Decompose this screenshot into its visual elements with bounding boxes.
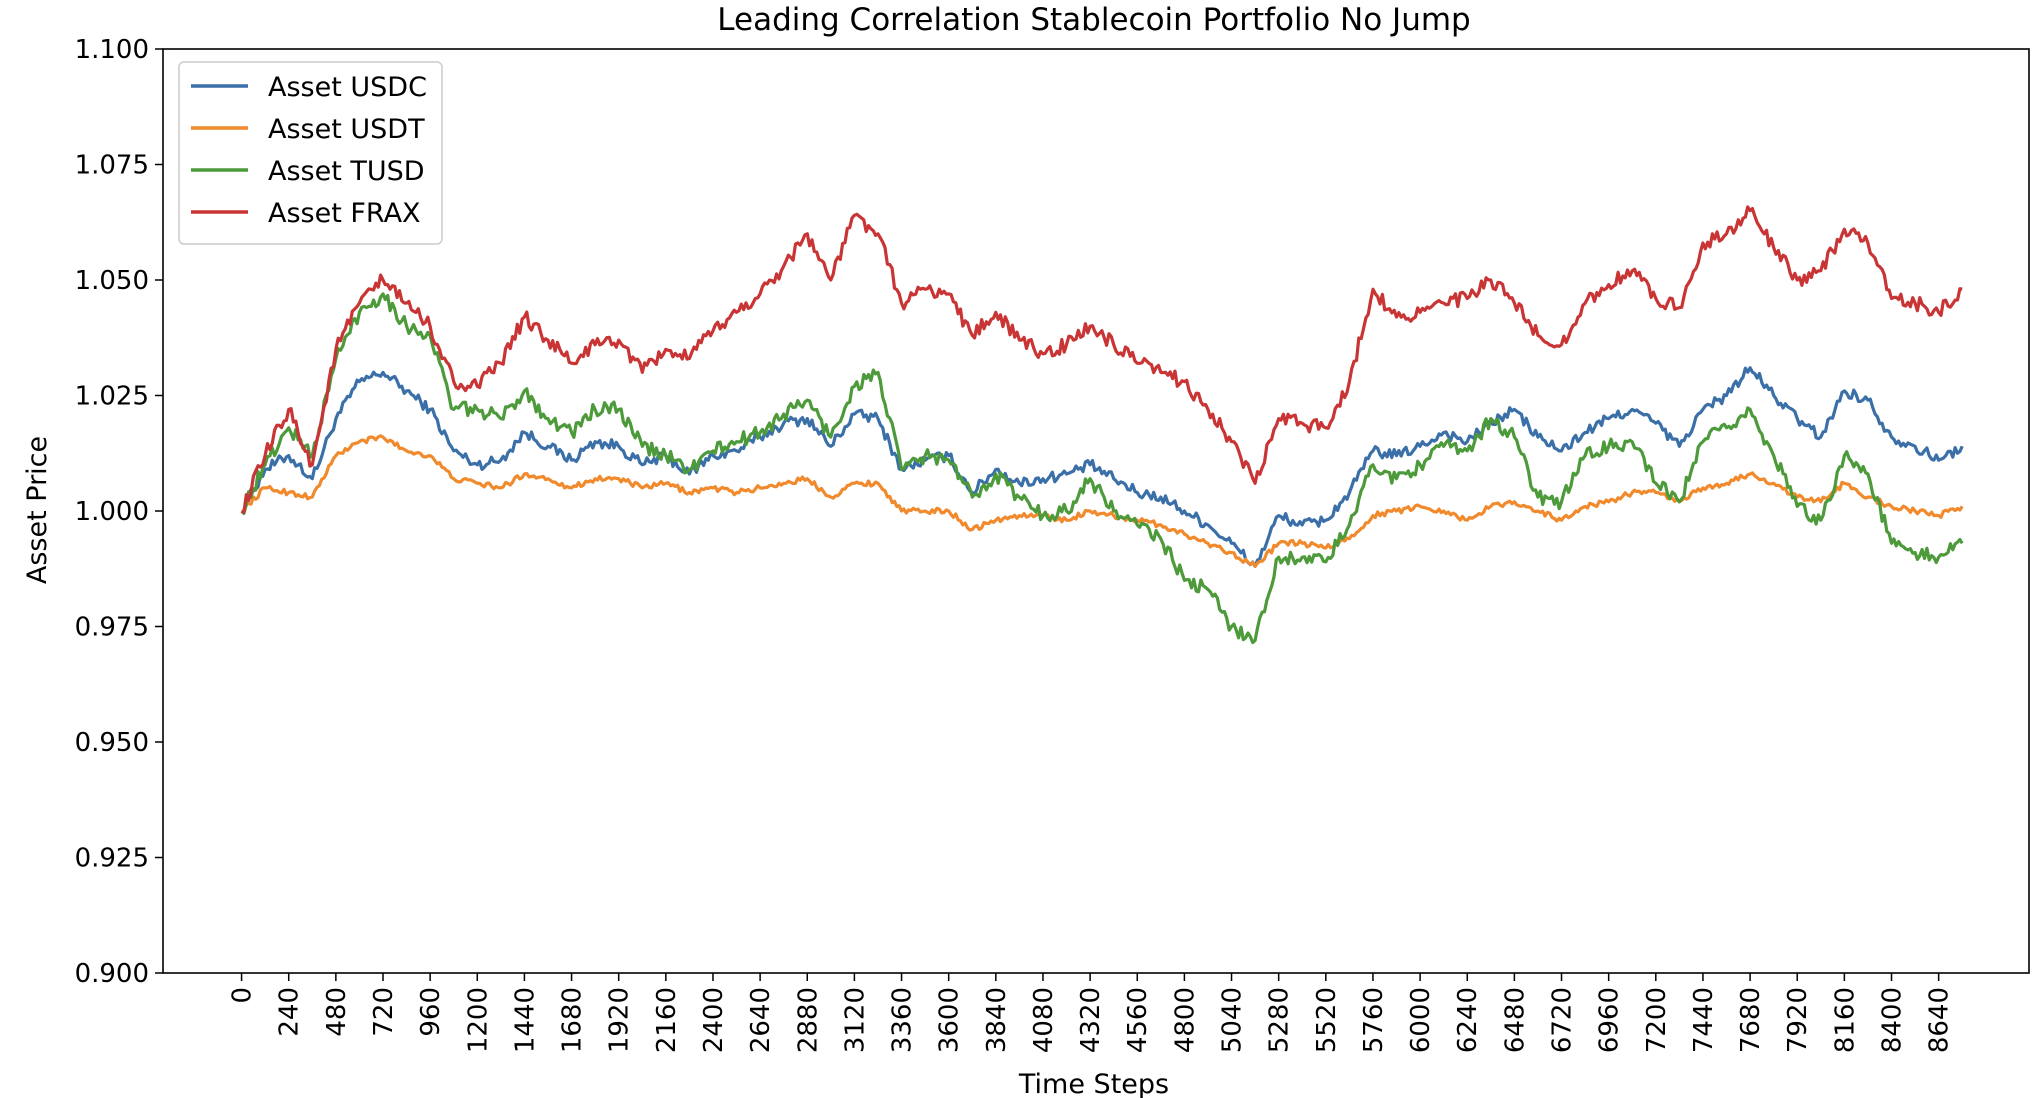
legend-entry-label: Asset TUSD [268, 156, 425, 187]
series-line-asset-tusd [240, 292, 1964, 645]
x-tick-label: 2880 [793, 987, 823, 1053]
x-tick-label: 6960 [1595, 987, 1625, 1053]
y-tick-label: 0.975 [75, 613, 149, 643]
x-tick-label: 5760 [1359, 987, 1389, 1053]
x-tick-label: 6000 [1406, 987, 1436, 1053]
x-tick-label: 960 [416, 987, 446, 1037]
x-tick-label: 8400 [1878, 987, 1908, 1053]
y-tick-label: 1.050 [75, 266, 149, 296]
x-tick-label: 2400 [699, 987, 729, 1053]
y-axis: 0.900 0.925 0.950 0.975 1.000 1.025 1.050 1.075… [75, 35, 163, 989]
x-tick-label: 7200 [1642, 987, 1672, 1053]
x-tick-label: 4800 [1170, 987, 1200, 1053]
x-tick-label: 5040 [1218, 987, 1248, 1053]
y-tick-label: 1.100 [75, 35, 149, 65]
series-line-asset-usdt [241, 434, 1964, 568]
x-tick-label: 1440 [510, 987, 540, 1053]
x-tick-label: 8160 [1830, 987, 1860, 1053]
x-tick-label: 7680 [1736, 987, 1766, 1053]
y-tick-label: 1.000 [75, 497, 149, 527]
x-tick-label: 5280 [1265, 987, 1295, 1053]
legend-entry-label: Asset FRAX [268, 198, 421, 229]
x-tick-label: 4560 [1123, 987, 1153, 1053]
legend: Asset USDC Asset USDT Asset TUSD Asset FRAX [178, 61, 443, 245]
y-tick-label: 0.900 [75, 959, 149, 989]
x-axis-label: Time Steps [1018, 1069, 1169, 1098]
x-tick-label: 720 [369, 987, 399, 1037]
x-tick-label: 3840 [982, 987, 1012, 1053]
chart-title: Leading Correlation Stablecoin Portfolio… [717, 2, 1470, 38]
x-tick-label: 3360 [888, 987, 918, 1053]
legend-box [178, 61, 443, 245]
y-tick-label: 1.075 [75, 151, 149, 181]
y-tick-label: 1.025 [75, 382, 149, 412]
x-tick-label: 3600 [935, 987, 965, 1053]
x-tick-label: 5520 [1312, 987, 1342, 1053]
x-tick-label: 0 [228, 987, 258, 1004]
x-tick-label: 1200 [463, 987, 493, 1053]
y-tick-label: 0.950 [75, 728, 149, 758]
x-tick-label: 2160 [652, 987, 682, 1053]
x-tick-label: 4080 [1029, 987, 1059, 1053]
x-tick-label: 480 [322, 987, 352, 1037]
plot-area [162, 48, 2030, 974]
x-tick-label: 4320 [1076, 987, 1106, 1053]
legend-entry-label: Asset USDT [268, 114, 425, 145]
x-tick-label: 1680 [558, 987, 588, 1053]
series-line-asset-frax [240, 205, 1963, 514]
x-tick-label: 2640 [746, 987, 776, 1053]
x-tick-label: 7920 [1783, 987, 1813, 1053]
x-tick-label: 7440 [1689, 987, 1719, 1053]
x-tick-label: 6720 [1548, 987, 1578, 1053]
y-tick-label: 0.925 [75, 844, 149, 874]
x-tick-label: 6480 [1500, 987, 1530, 1053]
x-tick-label: 3120 [840, 987, 870, 1053]
x-tick-label: 240 [275, 987, 305, 1037]
x-axis: 0 240 480 720 960 1200 1440 1680 1920 2160 2400 264… [228, 973, 1955, 1053]
y-axis-label: Asset Price [22, 436, 53, 584]
series-line-asset-usdc [240, 366, 1964, 568]
x-tick-label: 1920 [605, 987, 635, 1053]
legend-entry-label: Asset USDC [268, 72, 427, 103]
x-tick-label: 6240 [1453, 987, 1483, 1053]
x-tick-label: 8640 [1925, 987, 1955, 1053]
